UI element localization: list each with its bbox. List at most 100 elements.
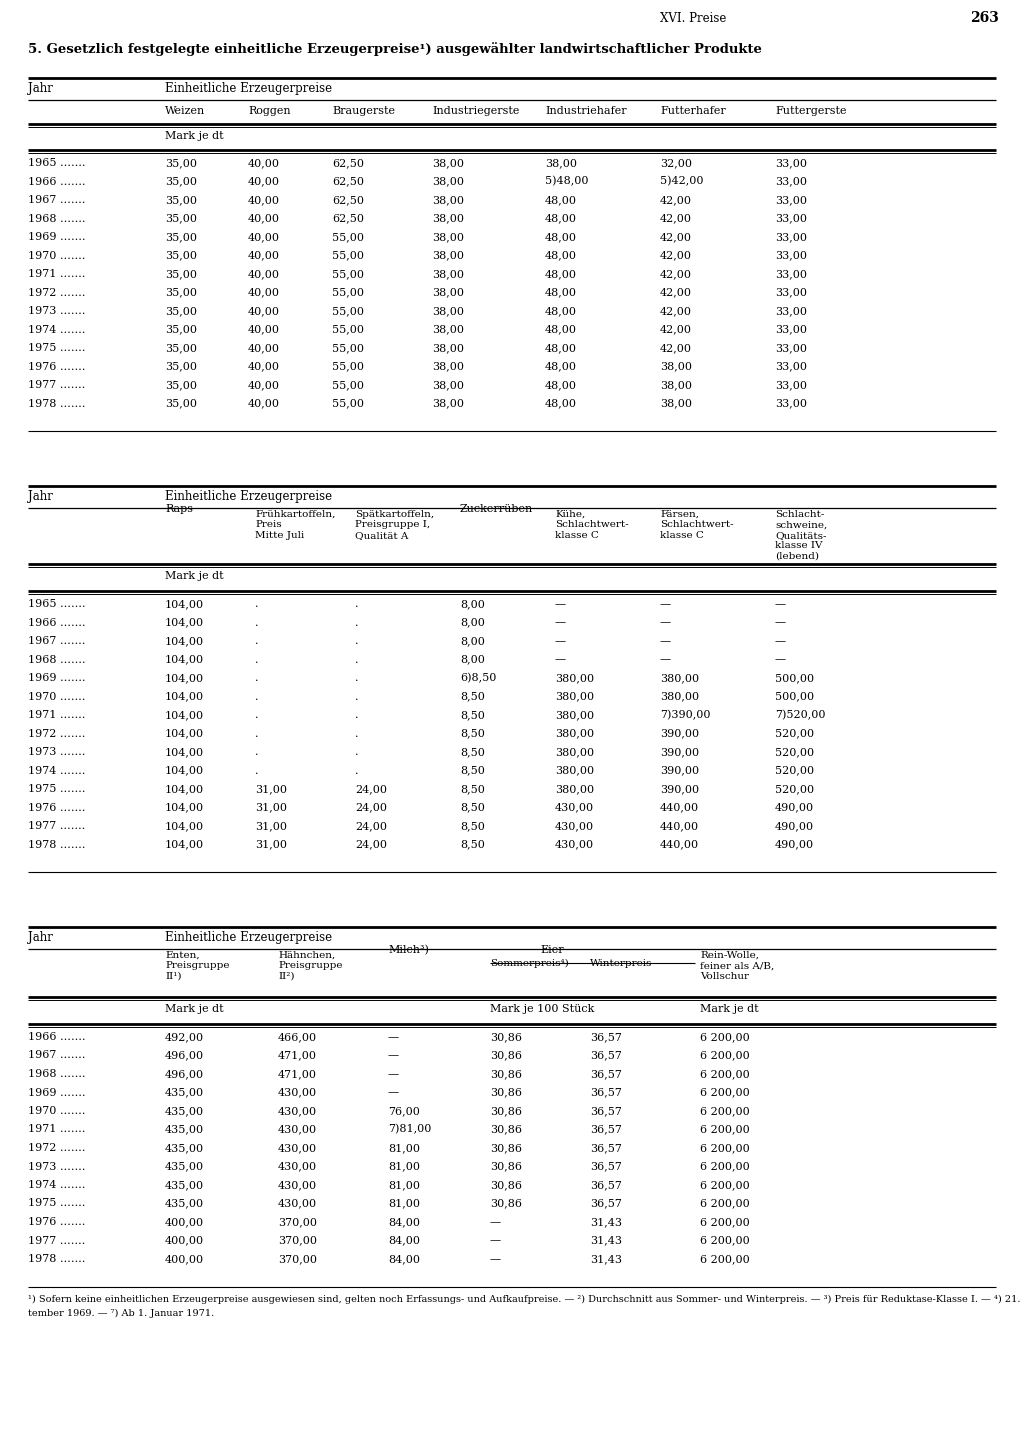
- Text: 36,57: 36,57: [590, 1088, 622, 1098]
- Text: 380,00: 380,00: [555, 710, 594, 721]
- Text: 380,00: 380,00: [555, 784, 594, 795]
- Text: 30,86: 30,86: [490, 1106, 522, 1116]
- Text: 30,86: 30,86: [490, 1125, 522, 1134]
- Text: 1973 …….: 1973 …….: [28, 306, 85, 316]
- Text: .: .: [355, 654, 358, 664]
- Text: 6 200,00: 6 200,00: [700, 1161, 750, 1172]
- Text: —: —: [388, 1050, 399, 1060]
- Text: —: —: [555, 599, 566, 609]
- Text: 8,50: 8,50: [460, 766, 485, 776]
- Text: 38,00: 38,00: [660, 361, 692, 371]
- Text: 38,00: 38,00: [660, 380, 692, 390]
- Text: 48,00: 48,00: [545, 251, 577, 261]
- Text: 30,86: 30,86: [490, 1088, 522, 1098]
- Text: 104,00: 104,00: [165, 654, 204, 664]
- Text: Futtergerste: Futtergerste: [775, 106, 847, 116]
- Text: 500,00: 500,00: [775, 692, 814, 702]
- Text: 40,00: 40,00: [248, 287, 280, 297]
- Text: 104,00: 104,00: [165, 802, 204, 812]
- Text: —: —: [555, 654, 566, 664]
- Text: 55,00: 55,00: [332, 325, 364, 335]
- Text: 430,00: 430,00: [278, 1161, 317, 1172]
- Text: 38,00: 38,00: [432, 232, 464, 242]
- Text: Zuckerrüben: Zuckerrüben: [460, 505, 534, 513]
- Text: 440,00: 440,00: [660, 840, 699, 850]
- Text: 8,50: 8,50: [460, 728, 485, 738]
- Text: 40,00: 40,00: [248, 325, 280, 335]
- Text: 380,00: 380,00: [660, 692, 699, 702]
- Text: 48,00: 48,00: [545, 270, 577, 278]
- Text: 390,00: 390,00: [660, 784, 699, 795]
- Text: 1971 …….: 1971 …….: [28, 1125, 85, 1134]
- Text: .: .: [255, 710, 258, 721]
- Text: 40,00: 40,00: [248, 399, 280, 409]
- Text: Mark je dt: Mark je dt: [165, 1003, 223, 1014]
- Text: 5)48,00: 5)48,00: [545, 175, 589, 187]
- Text: 466,00: 466,00: [278, 1032, 317, 1043]
- Text: 33,00: 33,00: [775, 361, 807, 371]
- Text: 55,00: 55,00: [332, 251, 364, 261]
- Text: 8,50: 8,50: [460, 840, 485, 850]
- Text: 35,00: 35,00: [165, 158, 197, 168]
- Text: Spätkartoffeln,
Preisgruppe I,
Qualität A: Spätkartoffeln, Preisgruppe I, Qualität …: [355, 510, 434, 539]
- Text: 1974 …….: 1974 …….: [28, 1180, 85, 1190]
- Text: 55,00: 55,00: [332, 270, 364, 278]
- Text: 35,00: 35,00: [165, 232, 197, 242]
- Text: 33,00: 33,00: [775, 399, 807, 409]
- Text: 40,00: 40,00: [248, 232, 280, 242]
- Text: 104,00: 104,00: [165, 618, 204, 628]
- Text: Einheitliche Erzeugerpreise: Einheitliche Erzeugerpreise: [165, 83, 332, 96]
- Text: 38,00: 38,00: [432, 158, 464, 168]
- Text: 42,00: 42,00: [660, 213, 692, 223]
- Text: 38,00: 38,00: [432, 177, 464, 187]
- Text: 1975 …….: 1975 …….: [28, 784, 85, 795]
- Text: 36,57: 36,57: [590, 1180, 622, 1190]
- Text: 81,00: 81,00: [388, 1161, 420, 1172]
- Text: 430,00: 430,00: [278, 1125, 317, 1134]
- Text: 496,00: 496,00: [165, 1069, 204, 1079]
- Text: 38,00: 38,00: [432, 325, 464, 335]
- Text: 42,00: 42,00: [660, 325, 692, 335]
- Text: .: .: [255, 637, 258, 647]
- Text: 435,00: 435,00: [165, 1199, 204, 1208]
- Text: 33,00: 33,00: [775, 194, 807, 204]
- Text: —: —: [555, 637, 566, 647]
- Text: .: .: [255, 599, 258, 609]
- Text: 1967 …….: 1967 …….: [28, 637, 85, 647]
- Text: 430,00: 430,00: [555, 802, 594, 812]
- Text: 8,50: 8,50: [460, 692, 485, 702]
- Text: .: .: [255, 673, 258, 683]
- Text: 42,00: 42,00: [660, 194, 692, 204]
- Text: 104,00: 104,00: [165, 599, 204, 609]
- Text: 1971 …….: 1971 …….: [28, 270, 85, 278]
- Text: 5)42,00: 5)42,00: [660, 175, 703, 187]
- Text: 24,00: 24,00: [355, 784, 387, 795]
- Text: 30,86: 30,86: [490, 1199, 522, 1208]
- Text: 8,00: 8,00: [460, 618, 485, 628]
- Text: 36,57: 36,57: [590, 1161, 622, 1172]
- Text: 471,00: 471,00: [278, 1050, 317, 1060]
- Text: Enten,
Preisgruppe
II¹): Enten, Preisgruppe II¹): [165, 951, 229, 980]
- Text: 62,50: 62,50: [332, 213, 364, 223]
- Text: 36,57: 36,57: [590, 1143, 622, 1153]
- Text: 435,00: 435,00: [165, 1125, 204, 1134]
- Text: 35,00: 35,00: [165, 287, 197, 297]
- Text: 1974 …….: 1974 …….: [28, 325, 85, 335]
- Text: —: —: [775, 599, 786, 609]
- Text: 40,00: 40,00: [248, 177, 280, 187]
- Text: 1967 …….: 1967 …….: [28, 1050, 85, 1060]
- Text: 8,00: 8,00: [460, 654, 485, 664]
- Text: 435,00: 435,00: [165, 1106, 204, 1116]
- Text: 104,00: 104,00: [165, 784, 204, 795]
- Text: 380,00: 380,00: [555, 673, 594, 683]
- Text: 1970 …….: 1970 …….: [28, 692, 85, 702]
- Text: 370,00: 370,00: [278, 1254, 317, 1264]
- Text: 35,00: 35,00: [165, 194, 197, 204]
- Text: 440,00: 440,00: [660, 821, 699, 831]
- Text: 48,00: 48,00: [545, 213, 577, 223]
- Text: .: .: [255, 654, 258, 664]
- Text: 1977 …….: 1977 …….: [28, 1235, 85, 1246]
- Text: 520,00: 520,00: [775, 747, 814, 757]
- Text: 40,00: 40,00: [248, 158, 280, 168]
- Text: —: —: [555, 618, 566, 628]
